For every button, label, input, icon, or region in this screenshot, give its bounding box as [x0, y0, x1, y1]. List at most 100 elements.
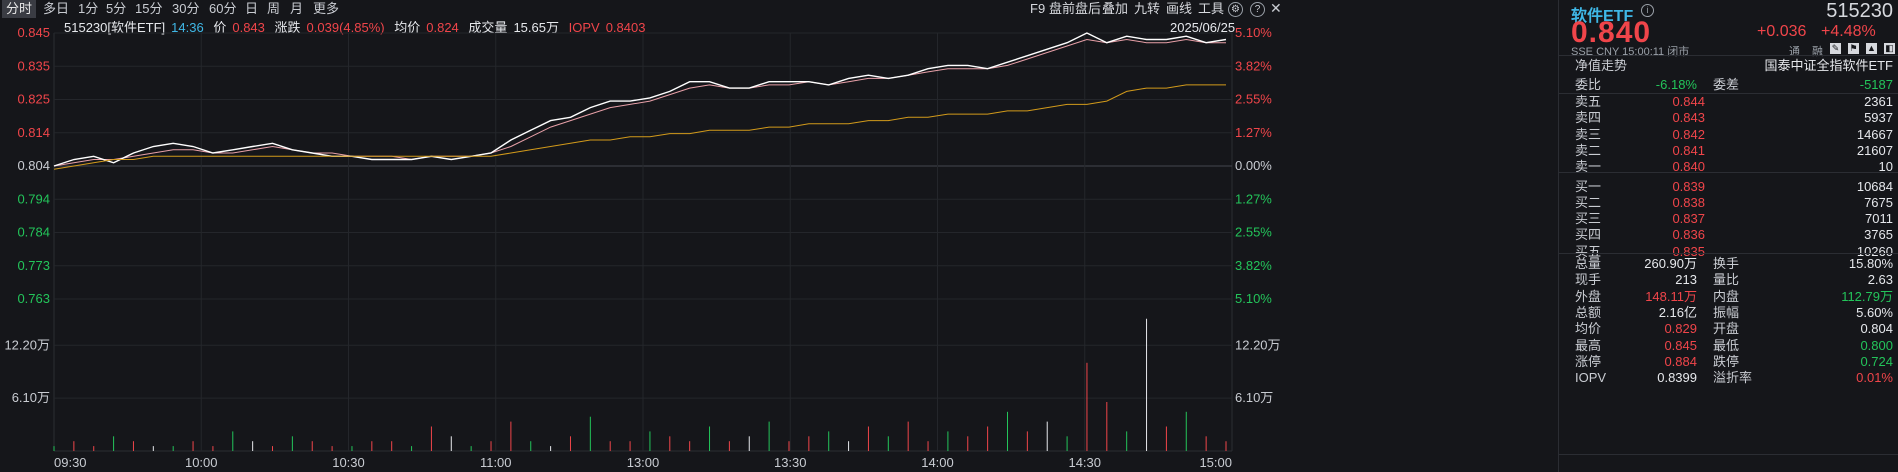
- pct-tick-label: 3.82%: [1235, 258, 1272, 273]
- change-label: 涨跌: [274, 20, 301, 35]
- period-tab-30min[interactable]: 30分: [172, 1, 200, 16]
- period-toolbar: 分时 多日 1分 5分 15分 30分 60分 日 周 月 更多 F9 盘前盘后…: [0, 0, 1556, 18]
- time-tick-label: 10:30: [332, 455, 365, 470]
- tong-badge[interactable]: 通: [1789, 46, 1800, 58]
- flag-icon[interactable]: ⚑: [1848, 43, 1859, 54]
- time-tick-label: 14:00: [921, 455, 954, 470]
- order-book-row[interactable]: 卖三 0.842 14667: [1575, 127, 1893, 143]
- premarket-button[interactable]: 盘前盘后: [1049, 1, 1102, 16]
- price-tick-label: 0.794: [17, 191, 50, 206]
- period-tab-month[interactable]: 月: [290, 1, 304, 16]
- settings-icon[interactable]: ⚙: [1228, 2, 1243, 17]
- stats-row: 均价 0.829 开盘 0.804: [1575, 321, 1893, 337]
- order-volume: 21607: [1856, 142, 1893, 158]
- time-tick-label: 14:30: [1068, 455, 1101, 470]
- stat-label: 现手: [1575, 272, 1602, 288]
- order-level-label: 买三: [1575, 211, 1602, 227]
- order-level-label: 卖一: [1575, 159, 1602, 175]
- order-price: 0.843: [1672, 110, 1705, 126]
- edit-icon[interactable]: ✎: [1830, 43, 1841, 54]
- period-tab-5min[interactable]: 5分: [106, 1, 127, 16]
- rong-badge[interactable]: 融: [1812, 46, 1823, 58]
- alert-icon[interactable]: ▲: [1866, 43, 1877, 54]
- order-book-row[interactable]: 卖二 0.841 21607: [1575, 143, 1893, 159]
- stat-value: 213: [1675, 272, 1697, 288]
- order-book-row[interactable]: 卖五 0.844 2361: [1575, 94, 1893, 110]
- period-tab-week[interactable]: 周: [267, 1, 281, 16]
- order-volume: 14667: [1856, 126, 1893, 142]
- price-change-pct: +4.48%: [1821, 23, 1876, 40]
- draw-line-button[interactable]: 画线: [1166, 1, 1193, 16]
- close-icon[interactable]: ✕: [1270, 0, 1282, 16]
- stat-value: 5.60%: [1856, 304, 1893, 320]
- period-tab-1min[interactable]: 1分: [78, 1, 99, 16]
- stat-label: 量比: [1713, 272, 1740, 288]
- price-tick-label: 0.825: [17, 92, 50, 107]
- stat-label: 外盘: [1575, 288, 1602, 304]
- period-tab-more[interactable]: 更多: [313, 1, 340, 16]
- price-tick-label: 0.763: [17, 291, 50, 306]
- order-price: 0.836: [1672, 227, 1705, 243]
- nav-trend-row[interactable]: 净值走势 国泰中证全指软件ETF: [1575, 56, 1893, 75]
- more-icon[interactable]: ◧: [1884, 43, 1895, 54]
- order-book-row[interactable]: 卖四 0.843 5937: [1575, 110, 1893, 126]
- stat-value: 0.724: [1860, 353, 1893, 369]
- stats-row: 涨停 0.884 跌停 0.724: [1575, 354, 1893, 370]
- stats-row: 外盘 148.11万 内盘 112.79万: [1575, 289, 1893, 305]
- period-tab-60min[interactable]: 60分: [209, 1, 237, 16]
- period-tab-fenshi[interactable]: 分时: [2, 0, 37, 18]
- order-level-label: 卖二: [1575, 142, 1602, 158]
- f9-button[interactable]: F9: [1030, 1, 1046, 16]
- stat-label: 换手: [1713, 256, 1740, 271]
- chart-date: 2025/06/25: [1170, 20, 1236, 35]
- last-price: 0.840: [1571, 16, 1652, 49]
- pct-tick-label: 1.27%: [1235, 191, 1272, 206]
- order-book-row[interactable]: 买二 0.838 7675: [1575, 195, 1893, 211]
- order-book-row[interactable]: 卖一 0.840 10: [1575, 159, 1893, 175]
- order-price: 0.840: [1672, 159, 1705, 175]
- time-tick-label: 15:00: [1199, 455, 1232, 470]
- nav-trend-label: 净值走势: [1575, 58, 1628, 73]
- info-icon[interactable]: i: [1641, 4, 1654, 17]
- order-level-label: 买一: [1575, 178, 1602, 194]
- iopv-label: IOPV: [568, 20, 600, 35]
- help-icon[interactable]: ?: [1250, 2, 1265, 17]
- period-tab-day[interactable]: 日: [245, 1, 259, 16]
- order-level-label: 卖四: [1575, 110, 1602, 126]
- order-book-row[interactable]: 买一 0.839 10684: [1575, 179, 1893, 195]
- index-name: 国泰中证全指软件ETF: [1764, 58, 1893, 73]
- volume-tick-label-right: 6.10万: [1235, 390, 1273, 405]
- current-time: 14:36: [171, 20, 204, 35]
- weicha-value: -5187: [1859, 77, 1893, 92]
- period-tab-multiday[interactable]: 多日: [43, 1, 70, 16]
- stat-value: 15.80%: [1848, 256, 1893, 271]
- period-tab-15min[interactable]: 15分: [135, 1, 163, 16]
- stat-value: 2.16亿: [1658, 304, 1697, 320]
- stat-value: 112.79万: [1841, 288, 1893, 304]
- stat-label: 振幅: [1713, 304, 1740, 320]
- stat-label: IOPV: [1575, 370, 1607, 386]
- price-tick-label: 0.773: [17, 258, 50, 273]
- order-level-label: 卖五: [1575, 94, 1602, 109]
- stats-row: 总额 2.16亿 振幅 5.60%: [1575, 305, 1893, 321]
- time-tick-label: 11:00: [480, 455, 512, 470]
- volume-label: 成交量: [468, 20, 508, 35]
- order-price: 0.839: [1672, 178, 1705, 194]
- time-tick-label: 13:30: [774, 455, 807, 470]
- order-book-row[interactable]: 买五 0.835 10260: [1575, 244, 1893, 260]
- price-tick-label: 0.784: [17, 225, 50, 240]
- jiuzhuan-button[interactable]: 九转: [1134, 1, 1161, 16]
- stat-label: 开盘: [1713, 321, 1740, 337]
- pct-tick-label: 5.10%: [1235, 291, 1272, 306]
- stats-row: IOPV 0.8399 溢折率 0.01%: [1575, 370, 1893, 386]
- stat-value: 2.63: [1867, 272, 1893, 288]
- order-book-row[interactable]: 买三 0.837 7011: [1575, 211, 1893, 227]
- order-volume: 3765: [1864, 227, 1893, 243]
- tools-button[interactable]: 工具: [1198, 1, 1225, 16]
- order-book-row[interactable]: 买四 0.836 3765: [1575, 227, 1893, 243]
- order-price: 0.841: [1672, 142, 1705, 158]
- overlay-button[interactable]: 叠加: [1102, 1, 1129, 16]
- intraday-chart[interactable]: 0.845 5.10% 0.835 3.82% 0.825 2.55% 0.814 1.27%…: [0, 0, 1556, 472]
- quote-info-bar: 515230[软件ETF] 14:36 价 0.843 涨跌 0.039(4.85%)…: [64, 19, 651, 37]
- price-tick-label: 0.845: [17, 25, 50, 40]
